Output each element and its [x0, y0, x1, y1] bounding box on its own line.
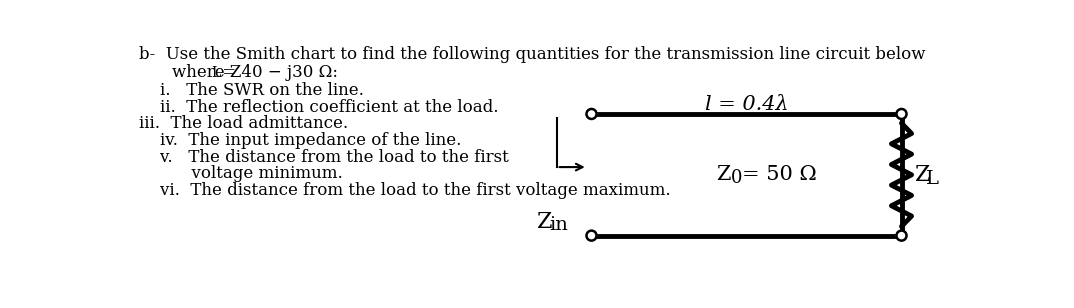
Text: L: L — [926, 170, 940, 188]
Circle shape — [586, 109, 596, 119]
Text: = 50 Ω: = 50 Ω — [742, 165, 816, 184]
Text: ii.  The reflection coefficient at the load.: ii. The reflection coefficient at the lo… — [139, 99, 498, 116]
Circle shape — [897, 109, 906, 119]
Text: v.   The distance from the load to the first: v. The distance from the load to the fir… — [139, 149, 509, 166]
Text: Z: Z — [716, 165, 731, 184]
Circle shape — [897, 231, 906, 241]
Text: voltage minimum.: voltage minimum. — [139, 165, 343, 182]
Text: vi.  The distance from the load to the first voltage maximum.: vi. The distance from the load to the fi… — [139, 182, 670, 199]
Text: i.   The SWR on the line.: i. The SWR on the line. — [139, 82, 364, 99]
Text: L: L — [211, 66, 220, 80]
Circle shape — [586, 231, 596, 241]
Text: Z: Z — [537, 211, 553, 233]
Text: where Z: where Z — [151, 64, 242, 81]
Text: in: in — [550, 216, 568, 234]
Text: iii.  The load admittance.: iii. The load admittance. — [139, 116, 348, 132]
Text: b-  Use the Smith chart to find the following quantities for the transmission li: b- Use the Smith chart to find the follo… — [139, 46, 926, 63]
Text: iv.  The input impedance of the line.: iv. The input impedance of the line. — [139, 132, 461, 149]
Text: 0: 0 — [731, 169, 742, 187]
Text: = 40 − j30 Ω:: = 40 − j30 Ω: — [217, 64, 338, 81]
Text: Z: Z — [915, 164, 931, 186]
Text: l = 0.4λ: l = 0.4λ — [705, 95, 788, 115]
